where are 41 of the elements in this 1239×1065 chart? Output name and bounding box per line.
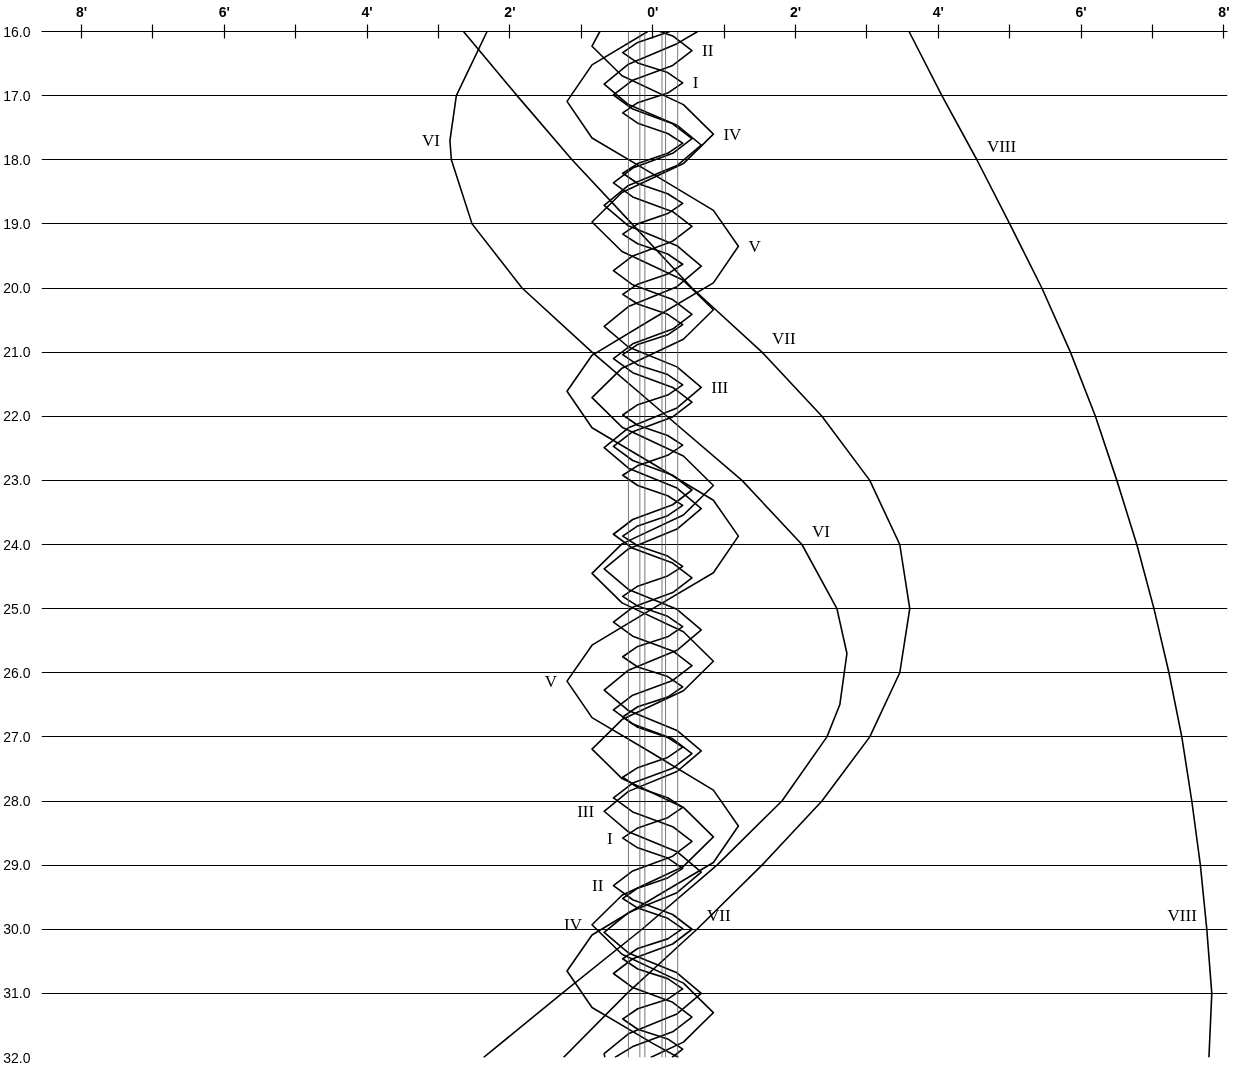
- y-tick-label: 25.0: [3, 600, 31, 617]
- y-tick-label: 27.0: [3, 728, 31, 745]
- y-tick-label: 31.0: [3, 985, 31, 1002]
- annotation: VII: [771, 329, 796, 349]
- annotation: II: [701, 41, 714, 61]
- annotation: I: [692, 73, 699, 93]
- x-tick-label: 4': [932, 3, 944, 20]
- y-tick-label: 18.0: [3, 151, 31, 168]
- annotation: VI: [421, 131, 441, 151]
- y-tick-label: 32.0: [3, 1049, 31, 1065]
- annotation: III: [577, 801, 595, 821]
- annotation: IV: [723, 124, 743, 144]
- x-tick-label: 2': [504, 3, 516, 20]
- annotation: I: [607, 828, 614, 848]
- annotation: VI: [811, 521, 831, 541]
- annotation: VIII: [1167, 906, 1198, 926]
- y-tick-label: 28.0: [3, 793, 31, 809]
- x-tick-label: 6': [218, 3, 230, 20]
- y-tick-label: 21.0: [3, 344, 31, 361]
- y-tick-label: 16.0: [3, 23, 31, 40]
- annotation: III: [711, 377, 729, 397]
- y-tick-label: 26.0: [3, 664, 31, 681]
- x-tick-label: 4': [361, 3, 373, 20]
- y-tick-label: 22.0: [3, 408, 31, 425]
- annotation: V: [748, 236, 762, 256]
- annotation: V: [544, 671, 558, 691]
- y-tick-label: 20.0: [3, 280, 31, 296]
- annotation: VIII: [986, 136, 1017, 156]
- annotation: II: [592, 876, 604, 896]
- y-tick-label: 29.0: [3, 857, 31, 874]
- y-tick-label: 19.0: [3, 215, 31, 232]
- x-tick-label: 8': [75, 3, 88, 20]
- y-tick-label: 17.0: [3, 87, 31, 104]
- x-tick-label: 8': [1218, 3, 1230, 20]
- y-tick-label: 30.0: [3, 921, 31, 938]
- y-tick-label: 24.0: [3, 536, 31, 553]
- x-tick-label: 2': [789, 3, 802, 20]
- annotation: VII: [706, 906, 731, 926]
- x-tick-label: 0': [647, 3, 659, 20]
- x-tick-label: 6': [1075, 3, 1087, 20]
- y-tick-label: 23.0: [3, 472, 31, 489]
